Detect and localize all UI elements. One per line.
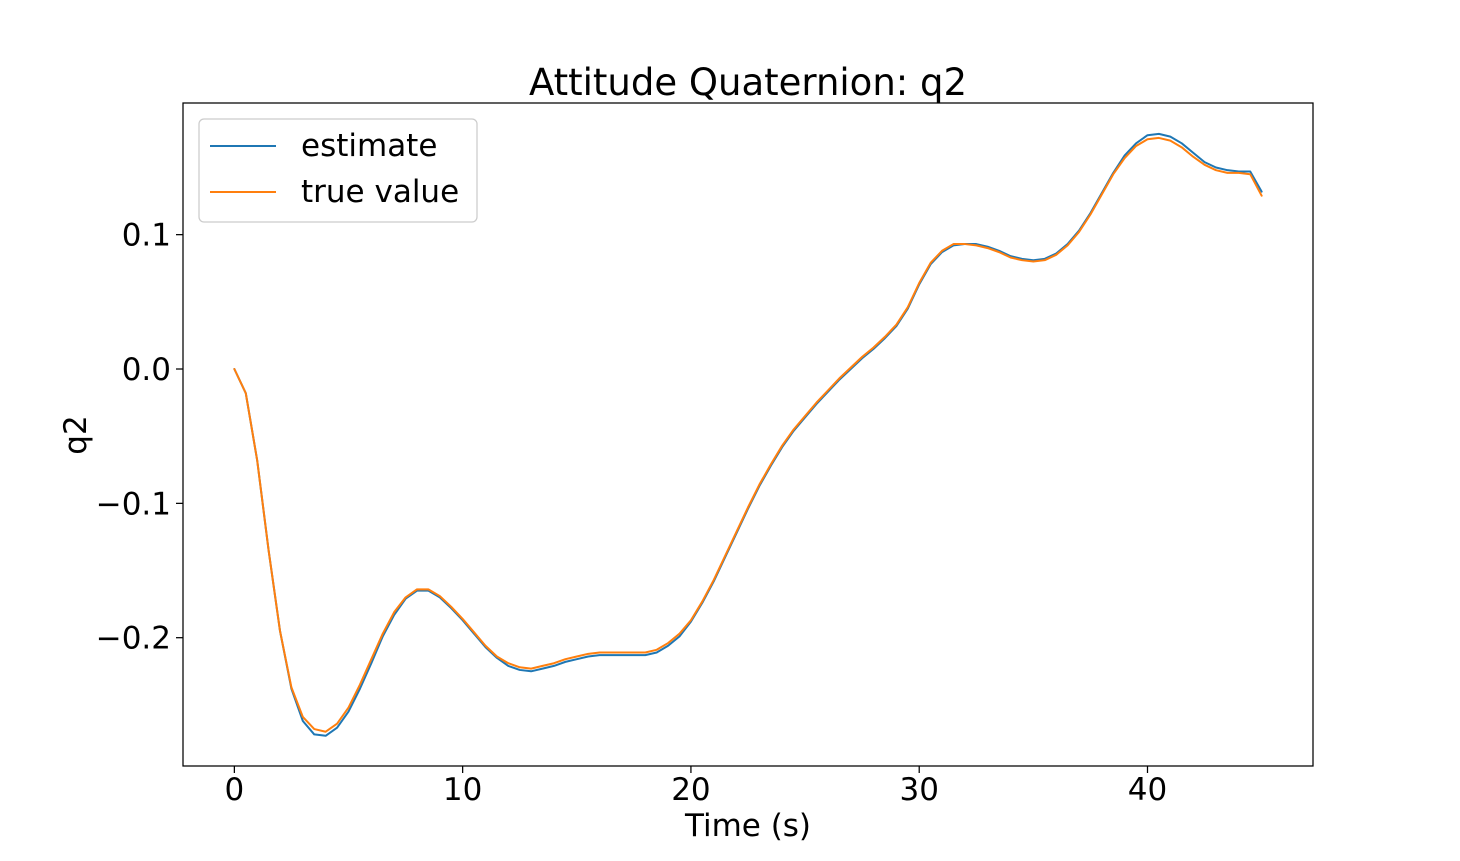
y-axis-ticks: −0.2 −0.1 0.0 0.1 bbox=[96, 218, 183, 657]
x-tick-label: 40 bbox=[1128, 772, 1167, 808]
x-tick-label: 30 bbox=[899, 772, 938, 808]
legend-label-true-value: true value bbox=[301, 174, 459, 210]
plot-area bbox=[182, 102, 1314, 767]
x-axis-label: Time (s) bbox=[684, 808, 811, 844]
y-tick-label: 0.0 bbox=[122, 352, 171, 388]
x-tick-label: 0 bbox=[224, 772, 244, 808]
y-tick-label: −0.2 bbox=[96, 621, 171, 657]
series-layer bbox=[233, 132, 1263, 737]
x-tick-label: 20 bbox=[671, 772, 710, 808]
legend: estimate true value bbox=[198, 118, 478, 223]
x-tick-label: 10 bbox=[443, 772, 482, 808]
x-axis-ticks: 0 10 20 30 40 bbox=[224, 766, 1167, 808]
y-tick-label: 0.1 bbox=[122, 218, 171, 254]
axes-frame bbox=[182, 102, 1314, 767]
legend-box bbox=[198, 118, 478, 223]
y-tick-label: −0.1 bbox=[96, 486, 171, 522]
series-line-true-value bbox=[233, 136, 1263, 733]
y-axis-label: q2 bbox=[58, 415, 94, 454]
chart-title: Attitude Quaternion: q2 bbox=[529, 61, 967, 104]
legend-label-estimate: estimate bbox=[301, 128, 437, 164]
